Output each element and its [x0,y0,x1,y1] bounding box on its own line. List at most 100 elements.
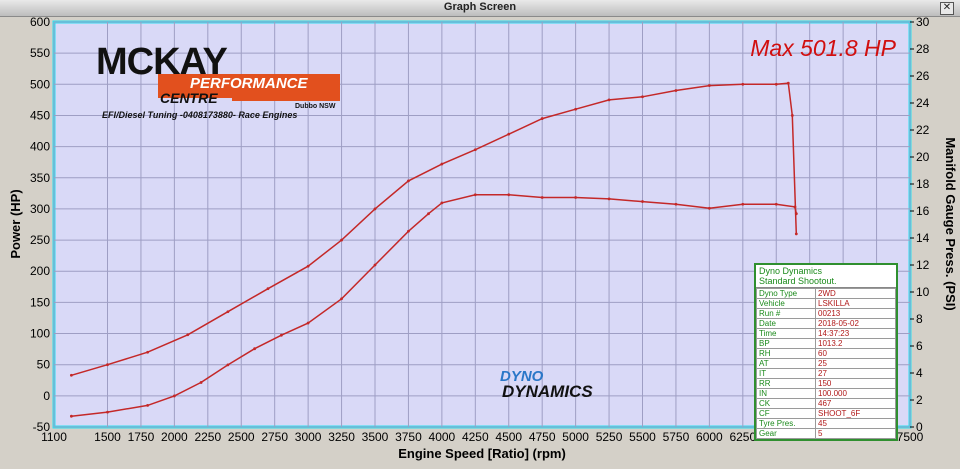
power-point [473,148,477,152]
y-tick-label: 250 [30,233,50,247]
x-tick-label: 7500 [897,430,924,444]
pressure-point [540,196,544,199]
legend-key: RH [756,348,816,359]
y2-tick-label: 2 [916,393,923,407]
legend-key: Date [756,318,816,329]
y2-tick-label: 22 [916,123,930,137]
x-tick-label: 3250 [328,430,355,444]
pressure-point [226,363,230,367]
close-button[interactable]: ✕ [940,2,954,15]
legend-key: AT [756,358,816,369]
y-tick-label: 100 [30,327,50,341]
y2-tick-label: 30 [916,16,930,29]
legend-value: 467 [815,398,896,409]
legend-header-line1: Dyno Dynamics [759,266,823,276]
y2-tick-label: 10 [916,285,930,299]
legend-key: Run # [756,308,816,319]
pressure-point [407,229,410,233]
manifold-pressure-line [71,194,798,417]
legend-row: Run #00213 [756,308,896,319]
legend-key: Time [756,328,816,339]
y-tick-label: 600 [30,16,50,29]
power-point [574,107,578,111]
legend-key: Tyre Pres. [756,418,816,429]
y2-tick-label: 18 [916,177,930,191]
legend-row: CK 467 [756,398,896,409]
y2-tick-label: 4 [916,366,923,380]
x-tick-label: 3750 [395,430,422,444]
y-tick-label: 0 [43,389,50,403]
curves [69,81,798,418]
power-point [226,310,230,314]
logo-line2: CENTRE [160,90,218,106]
legend-key: CF [756,408,816,419]
pressure-point [473,193,477,197]
legend-row: BP 1013.2 [756,338,896,349]
power-point [146,350,150,354]
legend-row: RH 60 [756,348,896,359]
legend-value: 27 [815,368,896,379]
legend-key: BP [756,338,816,349]
pressure-point [794,212,798,216]
legend-row: Dyno Type 2WD [756,288,896,299]
x-tick-label: 2500 [228,430,255,444]
y2-tick-label: 12 [916,258,930,272]
y-tick-label: 350 [30,171,50,185]
legend-key: IT [756,368,816,379]
y-axis-ticks: -50 0 50 100 150 200 250 300 350 400 450 500 550 600 [30,16,50,434]
pressure-point [172,394,176,398]
x-tick-label: 1500 [94,430,121,444]
y-axis-label: Power (HP) [8,189,23,258]
x-tick-label: 4000 [429,430,456,444]
x-tick-label: 6250 [729,430,756,444]
legend-key: IN [756,388,816,399]
legend-value: 1013.2 [815,338,896,349]
badge-line2: DYNAMICS [502,382,593,401]
x-tick-label: 3500 [362,430,389,444]
legend-header: Dyno Dynamics Standard Shootout. [756,265,896,288]
pressure-point [741,202,745,206]
power-point [266,287,270,291]
x-tick-label: 2250 [194,430,221,444]
x-tick-label: 5750 [663,430,690,444]
x-tick-label: 4500 [495,430,522,444]
legend-row: Time 14:37:23 [756,328,896,339]
pressure-point [707,206,711,210]
x-tick-label: 2000 [161,430,188,444]
legend-value: SHOOT_6F [815,408,896,419]
pressure-point [440,201,444,205]
y2-tick-label: 16 [916,204,930,218]
x-axis-label: Engine Speed [Ratio] (rpm) [398,446,566,461]
title-bar: Graph Screen ✕ [0,0,960,17]
pressure-point [106,410,109,414]
y2-tick-label: 0 [916,420,923,434]
x-tick-label: 1100 [41,430,67,444]
dyno-chart: 1100 1500 1750 2000 2250 2500 2750 3000 3250 3500… [8,16,958,461]
y-tick-label: 150 [30,295,50,309]
legend-value: 60 [815,348,896,359]
legend-row: Gear 5 [756,428,896,439]
y2-tick-label: 28 [916,42,930,56]
logo-tagline: EFI/Diesel Tuning -0408173880- Race Engi… [102,110,297,120]
legend-value: 2WD [815,288,896,299]
logo-band [158,74,340,98]
x-tick-label: 4750 [529,430,556,444]
logo-stripe-1 [232,98,340,101]
power-point [774,82,778,86]
legend-key: CK [756,398,816,409]
y-tick-label: 450 [30,108,50,122]
legend-header-line2: Standard Shootout. [759,276,837,286]
legend-row: AT 25 [756,358,896,369]
x-tick-label: 2750 [261,430,288,444]
pressure-point [574,196,578,199]
legend-key: RR [756,378,816,389]
y-tick-label: 550 [30,46,50,60]
y2-tick-label: 14 [916,231,930,245]
legend-value: 14:37:23 [815,328,896,339]
legend-key: Gear [756,428,816,439]
pressure-point [507,193,511,197]
y2-axis-label: Manifold Gauge Press. (PSI) [943,137,958,310]
power-point [440,162,444,166]
